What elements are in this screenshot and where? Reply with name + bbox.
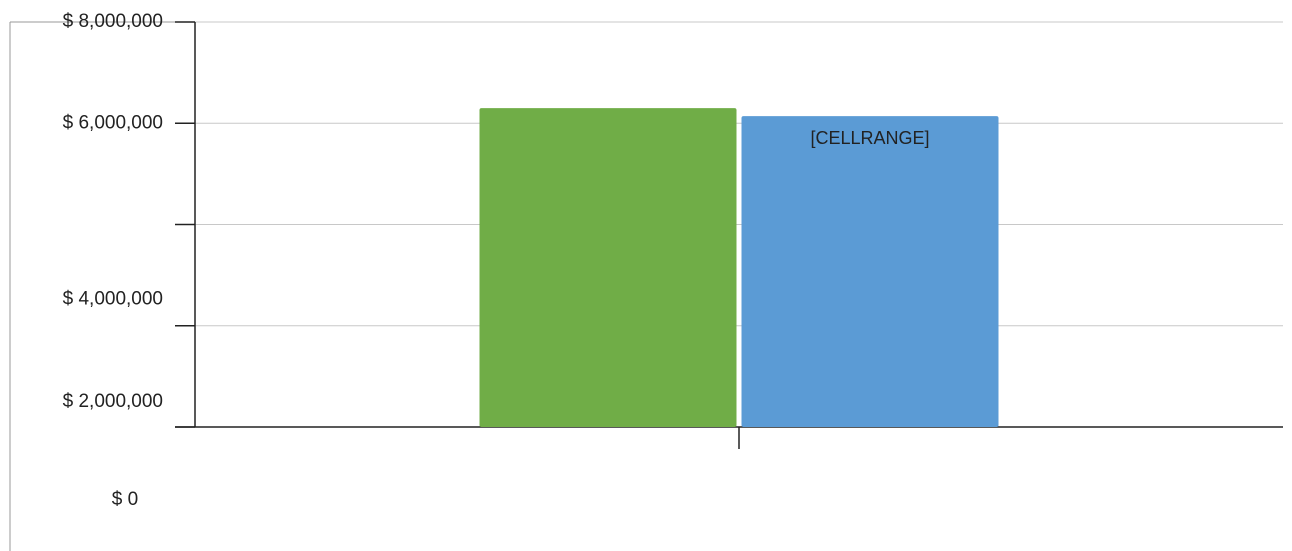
y-tick-label: $ 4,000,000 — [63, 289, 163, 310]
y-tick-label: $ 2,000,000 — [63, 391, 163, 412]
data-label: [CELLRANGE] — [810, 128, 929, 148]
y-tick-label: $ 6,000,000 — [63, 112, 163, 133]
y-tick-label: $ 0 — [112, 489, 138, 510]
bar — [479, 108, 737, 427]
bar — [741, 116, 999, 427]
y-tick-label: $ 8,000,000 — [63, 11, 163, 32]
